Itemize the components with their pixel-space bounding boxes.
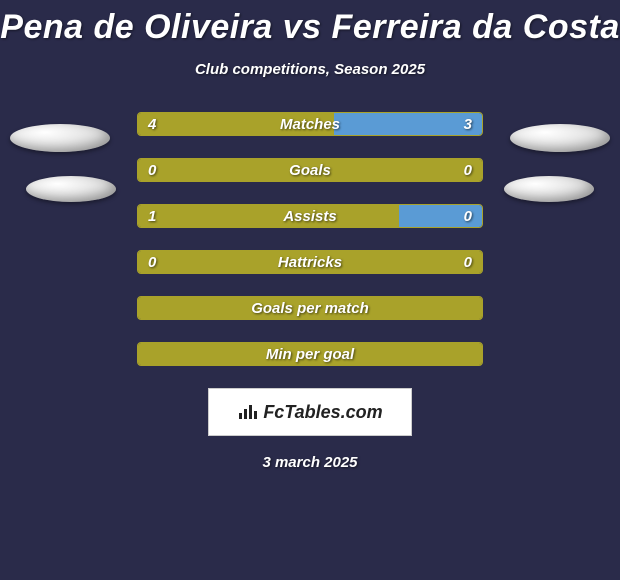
subtitle: Club competitions, Season 2025 bbox=[0, 61, 620, 78]
bar-right bbox=[334, 113, 482, 135]
bar-left bbox=[138, 251, 482, 273]
bar-left bbox=[138, 205, 399, 227]
stat-row: Goals per match bbox=[137, 296, 483, 320]
stat-row: Matches43 bbox=[137, 112, 483, 136]
chart-icon bbox=[237, 403, 259, 421]
date-line: 3 march 2025 bbox=[0, 454, 620, 471]
page-title: Pena de Oliveira vs Ferreira da Costa bbox=[0, 0, 620, 47]
bar-left bbox=[138, 297, 482, 319]
logo-box: FcTables.com bbox=[208, 388, 412, 436]
logo-text: FcTables.com bbox=[237, 402, 382, 423]
stat-row: Min per goal bbox=[137, 342, 483, 366]
stat-row: Hattricks00 bbox=[137, 250, 483, 274]
bar-right bbox=[399, 205, 482, 227]
bar-left bbox=[138, 343, 482, 365]
stat-row: Goals00 bbox=[137, 158, 483, 182]
bar-left bbox=[138, 113, 334, 135]
comparison-chart: Matches43 Goals00 Assists10 Hattricks00 Goal… bbox=[0, 112, 620, 366]
logo-label: FcTables.com bbox=[263, 402, 382, 423]
bar-left bbox=[138, 159, 482, 181]
stat-row: Assists10 bbox=[137, 204, 483, 228]
